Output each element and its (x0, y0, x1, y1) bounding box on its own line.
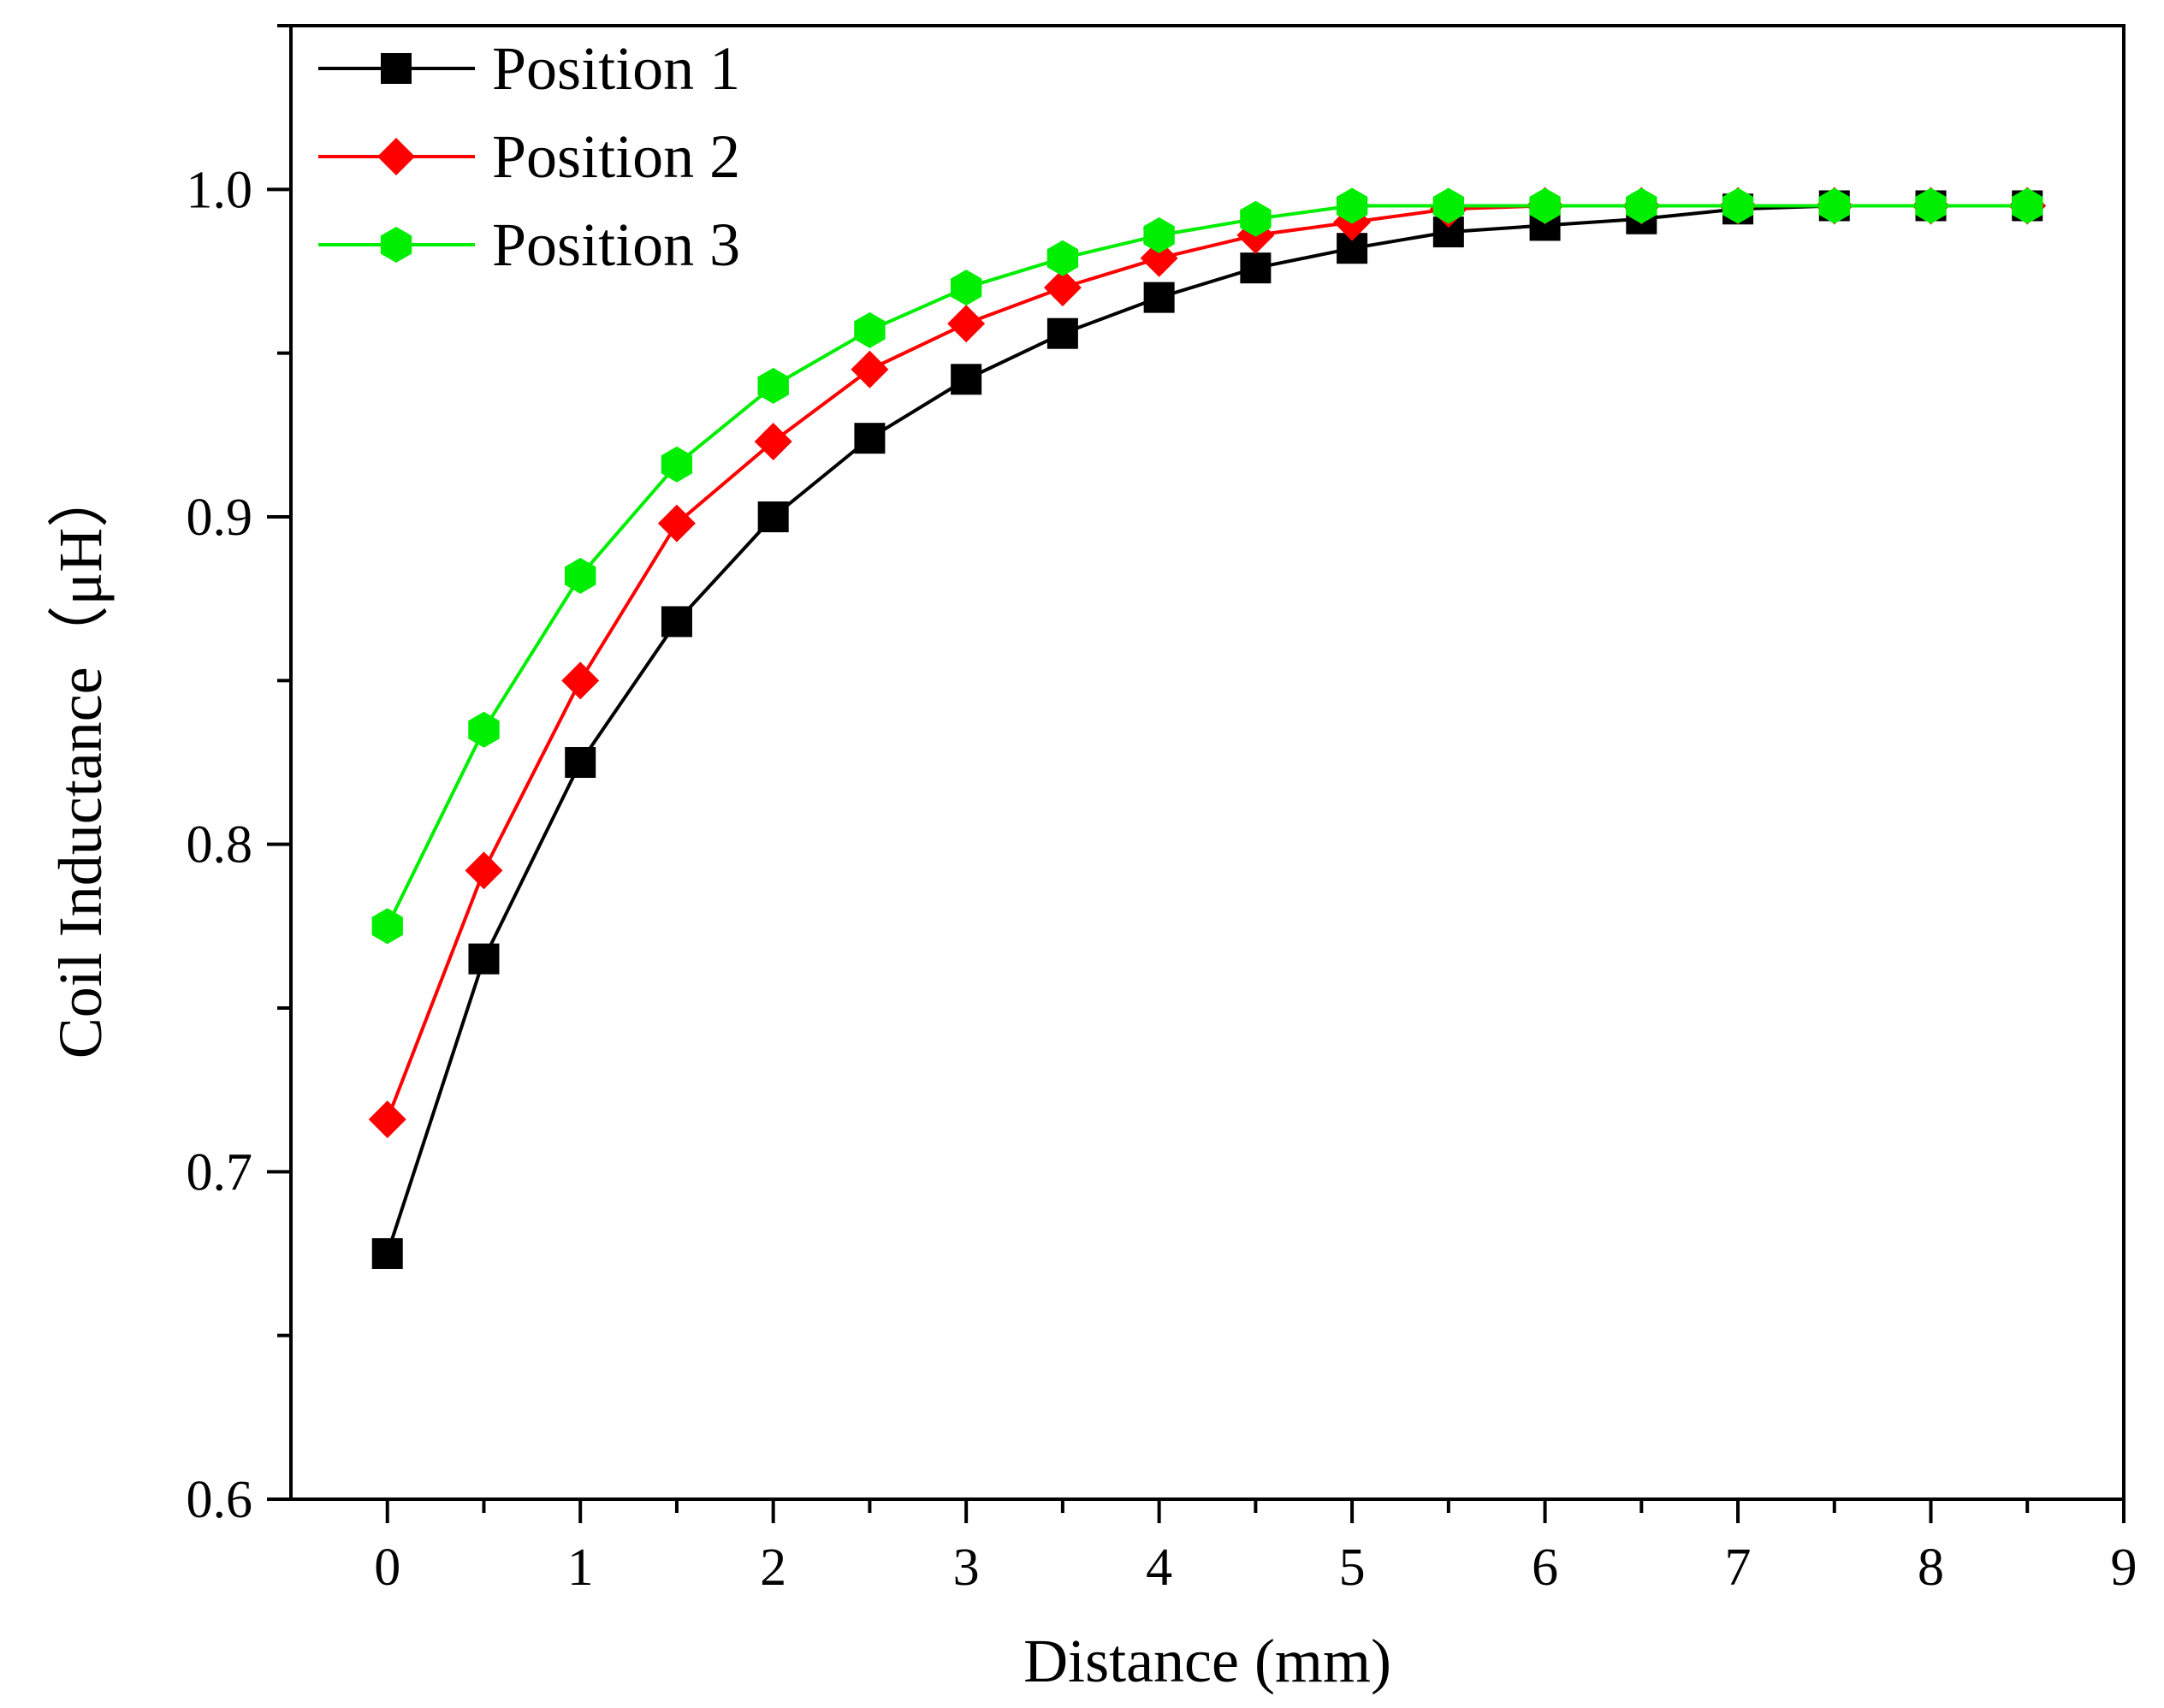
y-tick-label: 0.9 (187, 489, 253, 547)
series-1-point (757, 501, 789, 532)
series-2-point (947, 305, 986, 343)
series-3-point (1529, 187, 1561, 224)
series-2-point (851, 350, 889, 388)
x-tick-label: 9 (2111, 1539, 2137, 1597)
series-1-point (661, 606, 692, 638)
series-3-point (1722, 187, 1754, 224)
y-axis-title: Coil Inductance（μH） (46, 466, 115, 1059)
series-3-point (1336, 187, 1368, 224)
series-3-point (1915, 187, 1947, 224)
x-tick-label: 0 (374, 1539, 400, 1597)
plot-frame (289, 24, 2125, 1501)
legend-marker-2 (377, 138, 415, 175)
series-3-point (1626, 187, 1657, 224)
x-tick-label: 3 (953, 1539, 980, 1597)
x-tick-label: 1 (567, 1539, 594, 1597)
x-tick-label: 7 (1725, 1539, 1752, 1597)
x-tick-label: 6 (1532, 1539, 1558, 1597)
y-tick-label: 0.8 (187, 816, 253, 875)
x-axis-title: Distance (mm) (1023, 1627, 1391, 1695)
series-3-point (757, 367, 789, 404)
series-1 (371, 190, 2043, 1269)
series-3-point (468, 711, 500, 748)
x-tick-label: 2 (760, 1539, 786, 1597)
series-3-line (385, 204, 2028, 928)
series-3-point (1432, 187, 1464, 224)
series-1-point (565, 747, 596, 778)
series-2-point (657, 504, 696, 543)
series-3-point (2012, 187, 2043, 224)
legend-marker-3 (380, 227, 412, 263)
series-2-point (368, 1100, 406, 1139)
series-1-point (371, 1238, 403, 1269)
series-3-point (1240, 200, 1272, 237)
x-tick-label: 8 (1918, 1539, 1944, 1597)
series-3-point (565, 557, 596, 594)
series-layer (368, 187, 2047, 1269)
series-1-point (1240, 252, 1272, 284)
legend-marker-1 (381, 53, 412, 84)
series-3 (371, 187, 2043, 945)
x-tick-label: 4 (1146, 1539, 1172, 1597)
series-2-point (754, 422, 792, 460)
series-1-line (385, 204, 2028, 1254)
series-1-point (1046, 317, 1078, 349)
y-tick-label: 0.6 (187, 1471, 253, 1529)
series-3-point (661, 446, 693, 483)
series-1-point (1143, 282, 1175, 313)
x-tick-label: 5 (1339, 1539, 1366, 1597)
series-3-point (371, 908, 403, 945)
series-3-point (1143, 216, 1175, 253)
series-2-line (385, 204, 2028, 1120)
legend-label-1: Position 1 (492, 34, 740, 103)
series-3-point (854, 311, 886, 348)
y-axis: 0.6 0.7 0.8 0.9 1.0 (187, 24, 291, 1529)
series-2-point (1043, 269, 1082, 307)
series-2-point (465, 851, 503, 890)
legend: Position 1 Position 2 Position 3 (318, 34, 740, 279)
series-3-point (1046, 240, 1079, 276)
y-tick-label: 1.0 (187, 161, 253, 219)
series-1-point (951, 364, 982, 395)
y-tick-label: 0.7 (187, 1143, 253, 1201)
legend-label-3: Position 3 (492, 211, 740, 279)
series-2-point (561, 661, 600, 700)
series-1-point (468, 943, 500, 975)
series-3-point (951, 270, 982, 306)
series-2 (368, 187, 2047, 1139)
series-2-point (1140, 239, 1178, 277)
legend-label-2: Position 2 (492, 122, 740, 191)
series-1-point (854, 423, 886, 454)
series-3-point (1818, 187, 1850, 224)
x-axis: 0 1 2 3 4 5 6 7 8 9 (374, 1499, 2137, 1597)
